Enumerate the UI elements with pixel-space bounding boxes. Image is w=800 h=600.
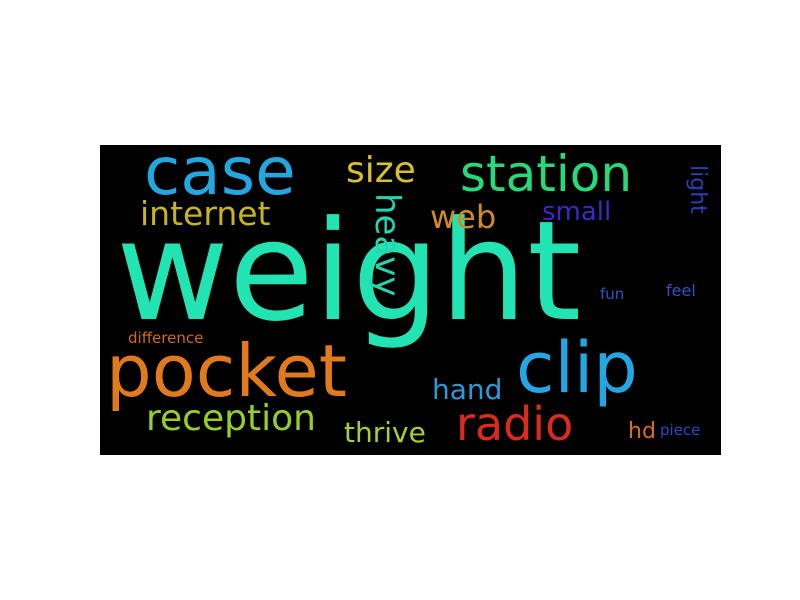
word-clip: clip [516,327,638,409]
word-hd: hd [628,419,656,444]
word-small: small [542,197,612,227]
word-size: size [346,150,416,191]
word-cloud: weight case station size internet web he… [100,145,721,455]
word-light: light [685,165,710,214]
word-radio: radio [456,397,574,451]
word-case: case [144,145,296,210]
word-hand: hand [432,373,503,406]
word-internet: internet [140,194,271,233]
word-piece: piece [660,421,701,439]
word-web: web [430,198,497,236]
word-reception: reception [146,398,316,439]
word-pocket: pocket [106,329,347,413]
word-fun: fun [600,285,625,303]
word-difference: difference [128,329,204,347]
word-heavy: heavy [367,193,407,297]
word-thrive: thrive [344,416,426,449]
word-feel: feel [666,281,696,300]
word-weight: weight [116,191,582,352]
word-station: station [460,145,633,203]
